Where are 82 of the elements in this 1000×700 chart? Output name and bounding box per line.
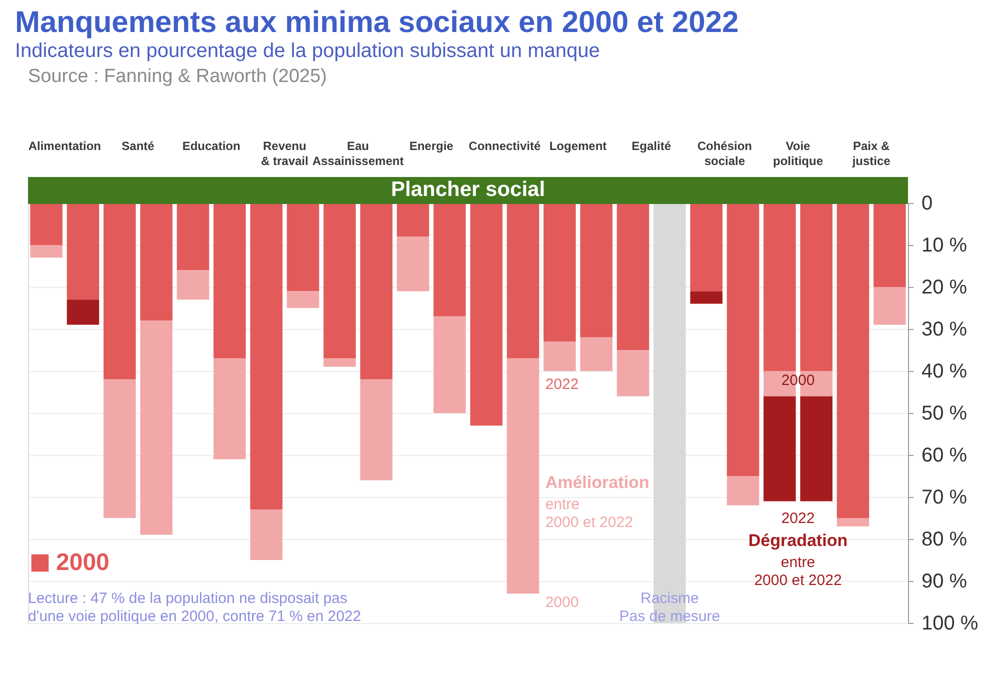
bar: [214, 358, 246, 460]
annotation: 2000: [545, 594, 579, 611]
x-tick-label: Paix & justice: [851, 139, 891, 168]
bar: [690, 291, 722, 304]
y-tick-label: 10 %: [922, 234, 968, 256]
bar: [396, 203, 430, 237]
bar: [214, 203, 246, 358]
x-tick-label: Alimentation: [28, 139, 102, 153]
bar: [616, 350, 650, 396]
bar: [800, 203, 832, 371]
ref-line-label: Plancher social: [390, 178, 546, 201]
bar: [434, 316, 466, 413]
y-tick-label: 50 %: [922, 402, 968, 424]
annotation: Amélioration: [545, 473, 650, 492]
annotation: Dégradation: [748, 531, 848, 550]
bar: [874, 203, 906, 287]
x-tick-label: Connectivité: [468, 139, 541, 153]
x-tick-label: Logement: [549, 139, 607, 153]
bar: [286, 291, 320, 308]
bar: [66, 300, 100, 325]
bar: [66, 203, 100, 300]
bar: [104, 379, 136, 518]
bar: [30, 203, 62, 245]
bar: [286, 203, 320, 292]
annotation: Racisme Pas de mesure: [619, 590, 720, 625]
bar: [324, 358, 356, 367]
x-tick-label: Santé: [122, 139, 155, 153]
bar: [544, 203, 576, 342]
x-tick-label: Egalité: [632, 139, 672, 153]
bar: [506, 358, 540, 594]
legend-label: 2000: [56, 549, 110, 576]
bar: [836, 518, 870, 526]
annotation: entre 2000 et 2022: [754, 554, 842, 589]
x-tick-label: Cohésion sociale: [697, 139, 752, 168]
bar: [30, 245, 62, 258]
bar: [764, 203, 796, 371]
y-tick-label: 30 %: [922, 318, 968, 340]
bar: [360, 379, 392, 480]
bar: [506, 203, 540, 358]
bar: [874, 287, 906, 325]
bar: [396, 236, 430, 292]
bar: [140, 203, 172, 321]
bar: [176, 203, 210, 270]
bar: [104, 203, 136, 380]
chart-subtitle: Indicateurs en pourcentage de la population subissant un manque: [15, 40, 600, 62]
x-tick-label: Voie politique: [773, 139, 824, 168]
annotation: Lecture : 47 % de la population ne disposait pas d'une voie politique en 2000, contre 71 % en 2022: [28, 590, 362, 625]
y-tick-label: 20 %: [922, 276, 968, 298]
y-tick-label: 100 %: [922, 612, 978, 634]
chart-title: Manquements aux minima sociaux en 2000 et 2022: [15, 6, 739, 39]
bar: [176, 270, 210, 300]
bar: [726, 476, 760, 506]
bar: [544, 342, 576, 371]
bar: [690, 203, 722, 292]
bar: [800, 396, 832, 502]
y-tick-label: 60 %: [922, 444, 968, 466]
bar: [726, 203, 760, 476]
bar: [250, 510, 282, 560]
bar: [324, 203, 356, 358]
bar: [434, 203, 466, 316]
bar: [360, 203, 392, 380]
bar: [836, 203, 870, 518]
bar: [140, 320, 172, 535]
x-tick-label: Revenu & travail: [260, 139, 308, 168]
annotation: 2022: [545, 376, 579, 393]
annotation: 2022: [781, 510, 815, 527]
x-tick-label: Eau Assainissement: [312, 139, 404, 168]
x-tick-label: Education: [182, 139, 240, 153]
bar: [250, 203, 282, 510]
x-tick-label: Energie: [409, 139, 454, 153]
y-tick-label: 90 %: [922, 570, 968, 592]
y-tick-label: 80 %: [922, 528, 968, 550]
y-tick-label: 40 %: [922, 360, 968, 382]
bar: [580, 337, 612, 371]
annotation: entre 2000 et 2022: [545, 496, 633, 531]
y-tick-label: 70 %: [922, 486, 968, 508]
bar: [764, 396, 796, 502]
bar: [470, 203, 502, 426]
bar: [580, 203, 612, 338]
y-tick-label: 0: [922, 192, 933, 214]
source-note: Source : Fanning & Raworth (2025): [28, 66, 327, 87]
bar: [616, 203, 650, 350]
